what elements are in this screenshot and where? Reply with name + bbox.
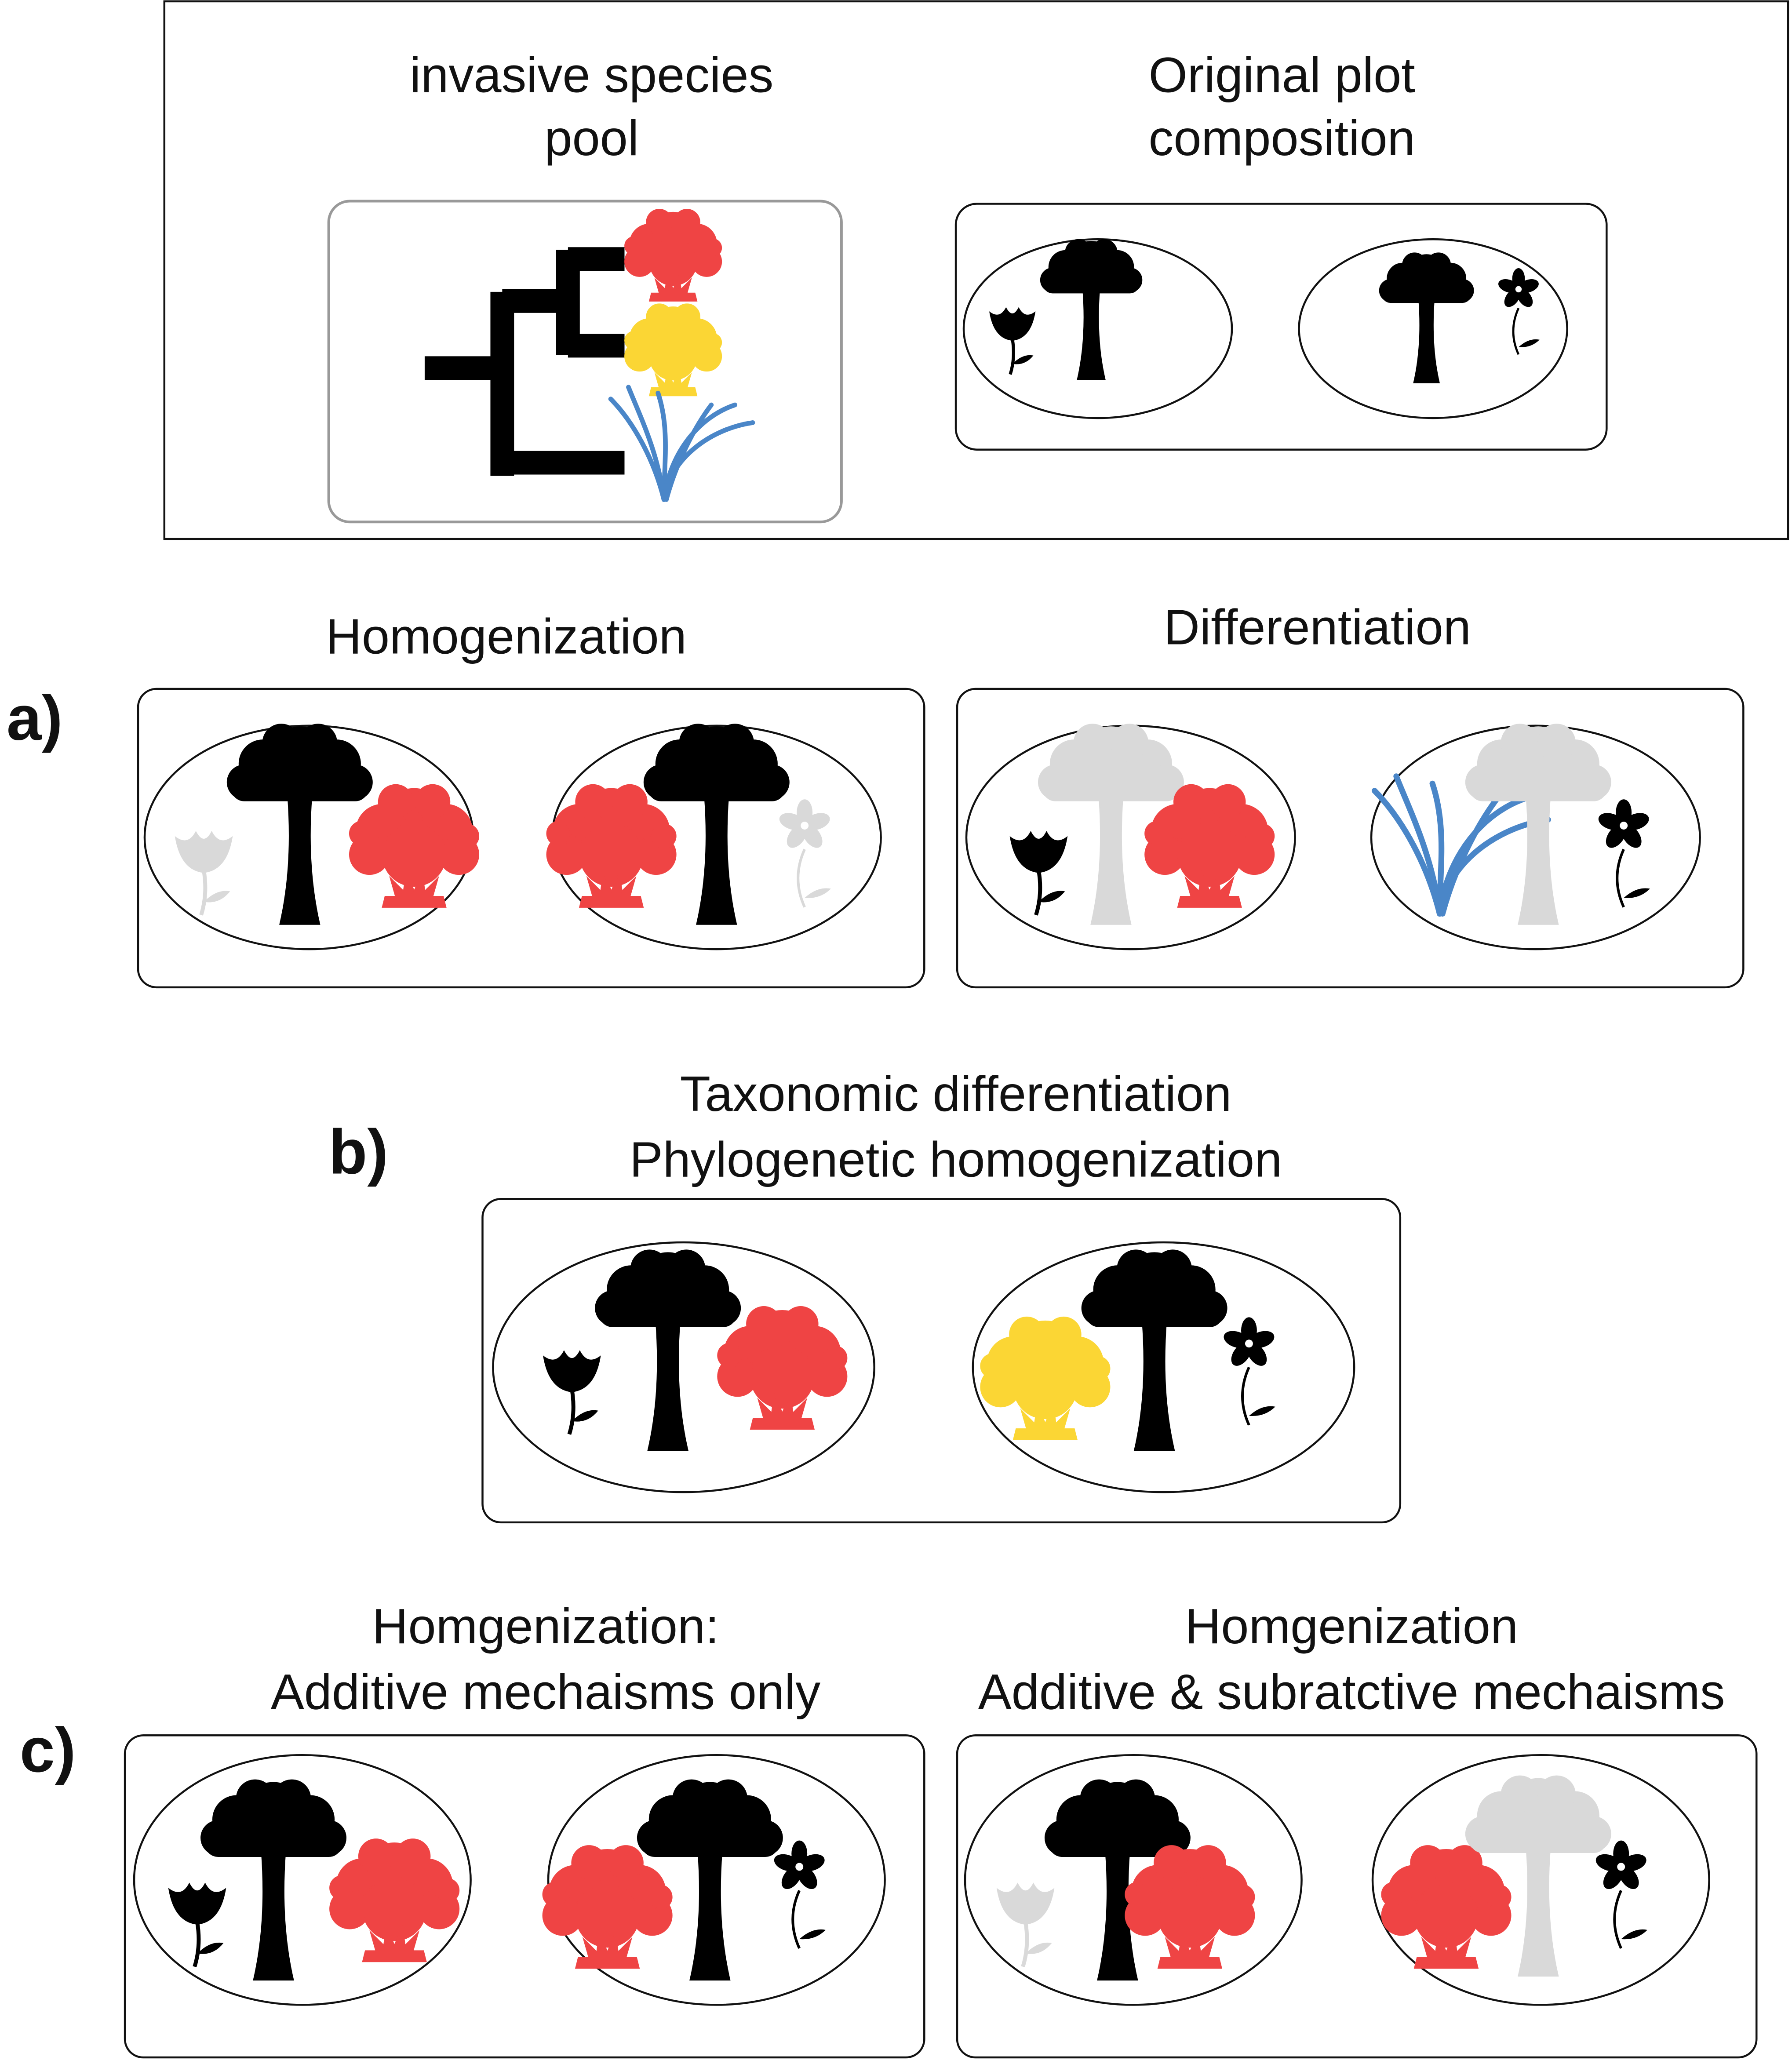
panel-box xyxy=(956,688,1745,989)
pool-title: pool xyxy=(544,110,639,166)
phylogeny xyxy=(424,247,625,476)
panel-box xyxy=(481,1198,1402,1524)
panel-box xyxy=(124,1734,925,2059)
panel-box xyxy=(137,688,925,989)
shrub-icon xyxy=(624,303,722,397)
panel-title: Phylogenetic homogenization xyxy=(630,1132,1282,1188)
shrub-icon xyxy=(624,209,722,302)
panel-title: Homgenization xyxy=(1185,1598,1518,1654)
pool-box xyxy=(327,200,843,524)
panel-label: c) xyxy=(20,1715,76,1785)
icons xyxy=(133,209,1710,2006)
original-title: composition xyxy=(1149,110,1415,166)
top-frame xyxy=(163,0,1789,540)
plot-ellipse xyxy=(964,1754,1303,2006)
panel-box xyxy=(956,1734,1758,2059)
panel-title: Additive & subratctive mechaisms xyxy=(978,1664,1725,1720)
panel-title: Homgenization: xyxy=(372,1598,719,1654)
panel-title: Taxonomic differentiation xyxy=(680,1066,1232,1122)
original-box xyxy=(954,203,1608,451)
grass-icon xyxy=(611,387,753,500)
pool-title: invasive species xyxy=(410,47,773,103)
panel-title: Additive mechaisms only xyxy=(271,1664,821,1720)
original-title: Original plot xyxy=(1149,47,1415,103)
panel-title: Homogenization xyxy=(326,608,687,664)
panel-label: b) xyxy=(329,1117,388,1187)
panel-title: Differentiation xyxy=(1164,599,1471,655)
panel-label: a) xyxy=(7,683,63,754)
